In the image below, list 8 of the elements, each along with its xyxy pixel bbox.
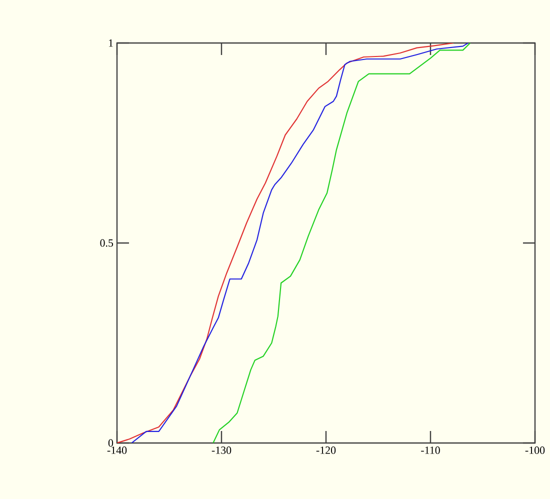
x-tick-label: -110 [421,446,440,454]
x-tick-label: -140 [107,446,127,454]
y-tick-label: 0.5 [100,239,114,247]
y-tick-label: 1 [108,39,113,47]
x-tick-label: -130 [212,446,232,454]
y-tick-label: 0 [108,439,114,447]
x-tick-label: -100 [525,446,545,454]
x-tick-label: -120 [316,446,336,454]
